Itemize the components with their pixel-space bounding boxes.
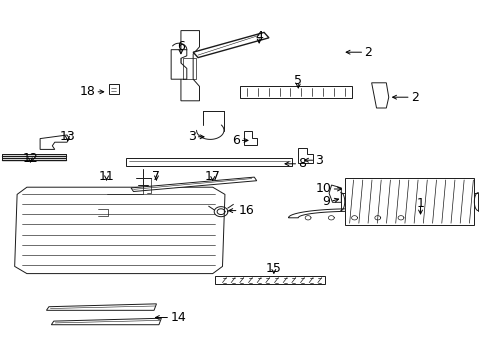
Text: 7: 7 [152,170,160,183]
Text: 16: 16 [238,204,254,217]
Polygon shape [171,50,186,79]
Polygon shape [15,187,224,274]
Text: 2: 2 [364,46,371,59]
Polygon shape [215,276,325,284]
Text: 10: 10 [315,183,331,195]
Polygon shape [239,86,351,98]
Text: 4: 4 [255,30,263,42]
Text: 13: 13 [60,130,75,143]
Text: 3: 3 [187,130,195,143]
Text: 6: 6 [231,134,239,147]
Text: 11: 11 [99,170,114,183]
Polygon shape [371,83,388,108]
Text: 3: 3 [315,154,323,167]
Polygon shape [193,32,268,58]
Polygon shape [131,177,256,192]
Text: 2: 2 [410,91,418,104]
Polygon shape [181,31,199,101]
Text: 1: 1 [416,197,424,210]
Polygon shape [46,304,156,310]
Text: 18: 18 [80,85,95,98]
Text: 8: 8 [298,157,305,170]
Polygon shape [328,185,341,202]
Text: 15: 15 [265,262,281,275]
Text: 17: 17 [204,170,220,183]
Polygon shape [2,156,66,160]
Polygon shape [51,318,161,325]
Polygon shape [244,131,256,145]
Polygon shape [2,154,66,158]
Text: 14: 14 [170,311,185,324]
Text: 6: 6 [177,40,184,53]
Polygon shape [288,209,415,218]
Polygon shape [344,178,473,225]
Polygon shape [108,84,119,94]
Text: 9: 9 [322,195,329,208]
Text: 5: 5 [294,75,302,87]
Polygon shape [40,135,69,149]
Polygon shape [126,158,292,166]
Polygon shape [298,148,312,163]
Text: 12: 12 [22,152,38,165]
